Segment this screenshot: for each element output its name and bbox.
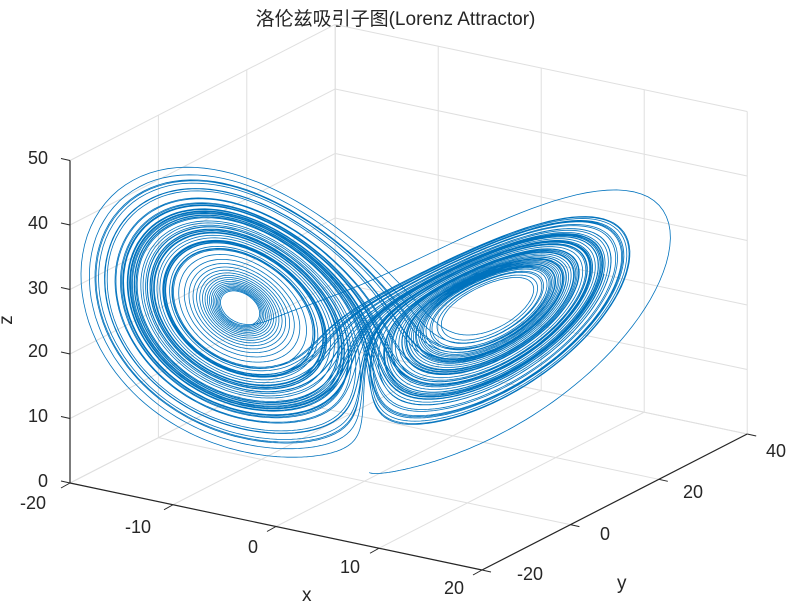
grid-line — [158, 437, 571, 526]
y-axis-label: y — [617, 573, 627, 594]
x-axis-label: x — [302, 585, 312, 606]
z-tick-30: 30 — [28, 278, 49, 298]
x-tick-mark — [369, 547, 380, 554]
x-tick-mark — [472, 569, 483, 576]
grid-line — [275, 390, 542, 527]
grid-line — [335, 152, 748, 241]
grid-line — [378, 411, 645, 549]
z-tick-10: 10 — [28, 406, 49, 426]
x-tick-20: 20 — [444, 578, 465, 598]
z-tick-40: 40 — [28, 213, 49, 233]
grid-line — [69, 88, 336, 226]
z-tick-50: 50 — [28, 148, 49, 168]
grid-line — [69, 24, 336, 161]
chart-title: 洛伦兹吸引子图(Lorenz Attractor) — [255, 9, 536, 30]
x-tick-neg10: -10 — [125, 517, 152, 537]
lorenz-trajectory-line — [80, 166, 671, 474]
y-tick-neg20: -20 — [517, 564, 544, 584]
z-tick-mark — [60, 287, 71, 290]
z-tick-mark — [60, 158, 71, 161]
grid-line — [335, 88, 748, 177]
x-tick-0: 0 — [248, 537, 259, 557]
x-tick-mark — [163, 504, 174, 511]
z-tick-mark — [60, 480, 71, 484]
grid-line — [335, 23, 748, 112]
x-tick-mark — [266, 526, 277, 532]
z-axis-label: z — [0, 315, 18, 325]
z-tick-20: 20 — [28, 341, 49, 361]
y-tick-mark — [747, 433, 757, 437]
z-tick-0: 0 — [38, 471, 49, 491]
y-axis-line — [481, 433, 748, 571]
y-tick-mark — [570, 524, 580, 528]
y-tick-mark — [658, 478, 668, 482]
y-tick-20: 20 — [683, 482, 704, 502]
x-tick-mark — [60, 482, 71, 489]
z-tick-mark — [60, 222, 71, 226]
x-tick-neg20: -20 — [20, 493, 47, 513]
z-tick-mark — [60, 351, 71, 355]
grid-line — [335, 217, 748, 306]
y-tick-40: 40 — [766, 441, 787, 461]
z-tick-mark — [60, 416, 71, 419]
x-tick-10: 10 — [340, 557, 361, 577]
y-tick-0: 0 — [600, 524, 611, 544]
y-tick-mark — [481, 569, 492, 573]
grid-line — [172, 368, 439, 506]
